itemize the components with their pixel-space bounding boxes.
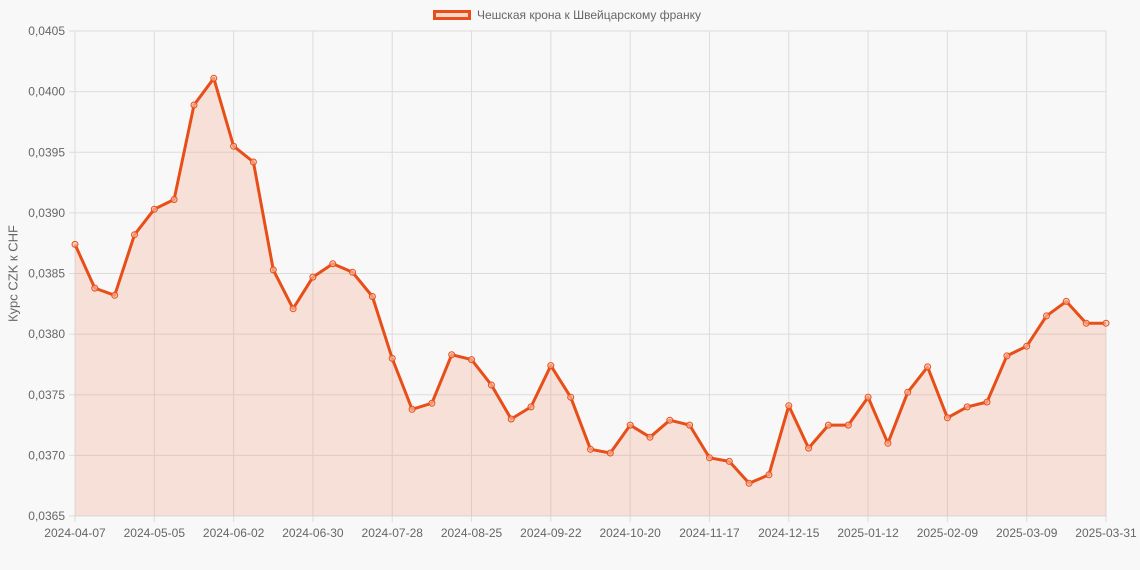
y-tick-label: 0,0370: [28, 448, 65, 462]
legend-swatch: [433, 10, 471, 20]
data-point: [71, 240, 79, 248]
data-point: [1102, 319, 1110, 327]
data-point: [349, 268, 357, 276]
x-tick-label: 2024-07-28: [362, 526, 424, 540]
data-point: [904, 388, 912, 396]
data-point: [1043, 312, 1050, 320]
x-tick-label: 2024-12-15: [758, 526, 820, 540]
legend-label: Чешская крона к Швейцарскому франку: [477, 8, 701, 22]
data-point: [210, 74, 218, 82]
data-point: [864, 393, 872, 401]
y-tick-label: 0,0375: [28, 388, 65, 402]
data-point: [468, 356, 475, 364]
data-point: [785, 402, 793, 410]
data-point: [428, 399, 436, 407]
data-point: [150, 205, 158, 213]
data-point: [844, 421, 852, 429]
data-point: [547, 362, 555, 370]
data-point: [368, 293, 376, 300]
x-tick-label: 2024-06-02: [203, 526, 265, 540]
x-tick-label: 2024-04-07: [44, 526, 106, 540]
x-tick-label: 2024-08-25: [441, 526, 503, 540]
y-tick-label: 0,0390: [28, 206, 65, 220]
y-tick-label: 0,0405: [28, 24, 65, 38]
data-point: [963, 403, 971, 411]
data-point: [805, 444, 813, 452]
data-point: [448, 351, 456, 359]
data-point: [1003, 352, 1011, 360]
area-fill: [75, 78, 1106, 517]
data-point: [686, 421, 694, 429]
y-tick-label: 0,0365: [28, 509, 65, 523]
y-tick-label: 0,0380: [28, 327, 65, 341]
data-point: [943, 414, 951, 422]
y-tick-label: 0,0400: [28, 85, 65, 99]
data-point: [111, 291, 119, 299]
data-point: [745, 479, 753, 487]
x-tick-label: 2024-05-05: [124, 526, 186, 540]
data-point: [924, 363, 932, 371]
data-point: [230, 142, 238, 150]
x-tick-label: 2024-09-22: [520, 526, 582, 540]
data-point: [170, 196, 178, 203]
chart-legend[interactable]: Чешская крона к Швейцарскому франку: [433, 6, 701, 24]
data-point: [507, 415, 515, 423]
x-tick-label: 2025-01-12: [837, 526, 899, 540]
data-point: [487, 381, 495, 389]
data-point: [527, 403, 535, 411]
data-point: [606, 449, 614, 457]
data-point: [725, 457, 733, 465]
data-point: [309, 273, 317, 281]
data-point: [706, 454, 713, 462]
x-tick-label: 2025-02-09: [917, 526, 979, 540]
data-point: [408, 405, 416, 413]
data-point: [587, 445, 594, 453]
data-point: [190, 101, 198, 109]
data-point: [329, 260, 337, 268]
y-tick-label: 0,0385: [28, 267, 65, 281]
data-point: [646, 433, 654, 441]
data-point: [824, 421, 832, 429]
data-point: [1062, 297, 1070, 305]
data-point: [388, 354, 396, 362]
x-tick-label: 2024-10-20: [599, 526, 661, 540]
data-point: [884, 439, 892, 447]
data-point: [626, 421, 634, 429]
data-point: [666, 416, 674, 424]
y-tick-label: 0,0395: [28, 145, 65, 159]
x-tick-label: 2025-03-09: [996, 526, 1058, 540]
data-point: [1023, 342, 1031, 350]
data-point: [269, 266, 277, 274]
data-point: [1082, 319, 1090, 327]
x-tick-label: 2024-06-30: [282, 526, 344, 540]
x-tick-label: 2024-11-17: [679, 526, 740, 540]
data-point: [765, 471, 773, 479]
data-point: [567, 393, 575, 401]
data-point: [983, 398, 991, 406]
data-point: [289, 305, 297, 313]
data-point: [249, 158, 257, 166]
x-tick-label: 2025-03-31: [1075, 526, 1137, 540]
data-point: [91, 284, 99, 292]
data-point: [131, 231, 138, 239]
